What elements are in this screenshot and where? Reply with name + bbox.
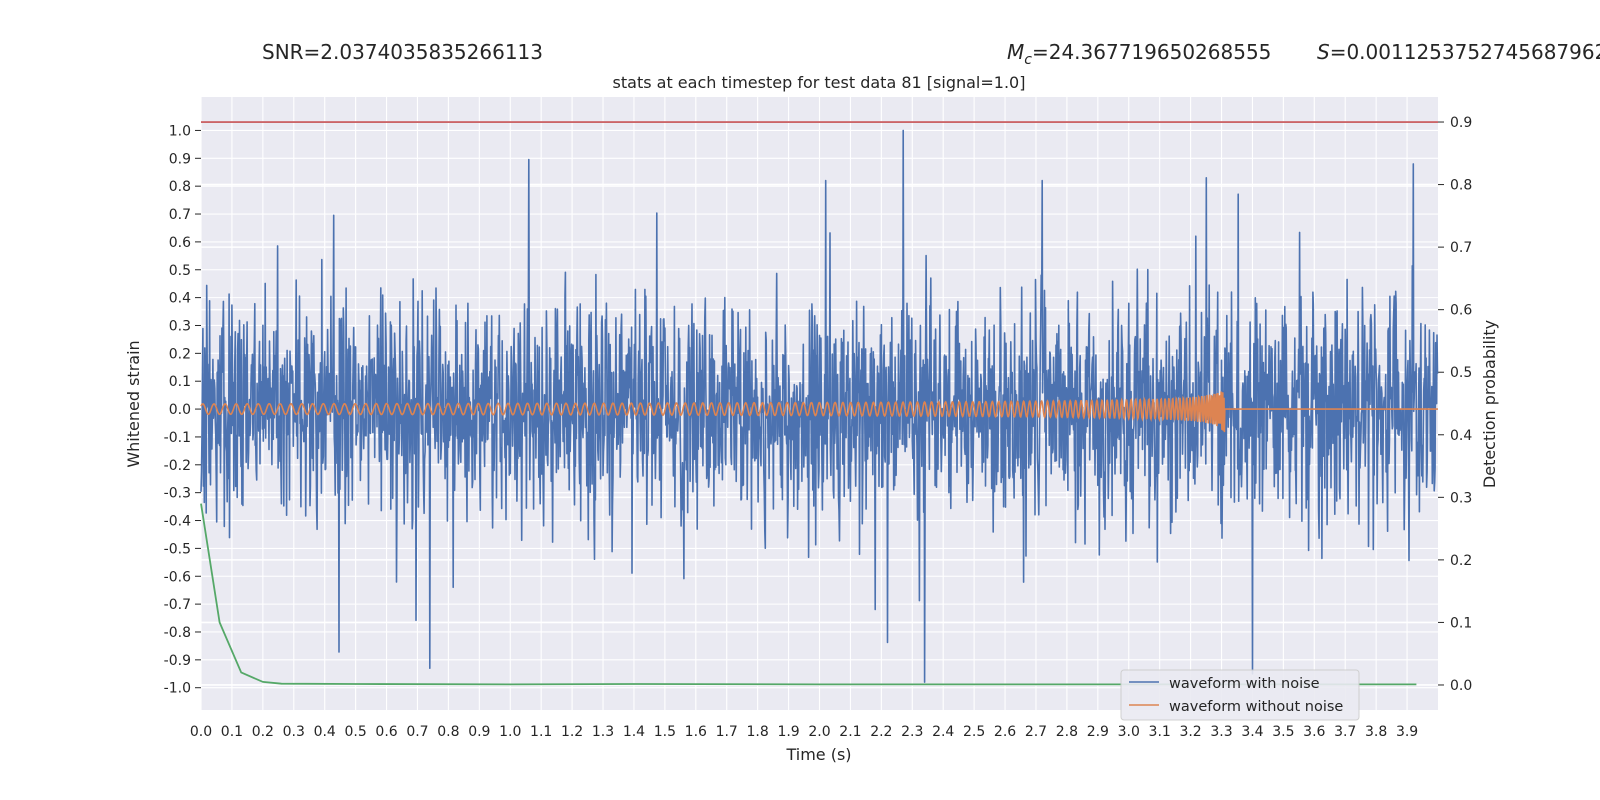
x-tick-label: 1.9 (777, 724, 799, 740)
y-tick-label: 0.8 (169, 179, 191, 195)
x-tick-label: 0.5 (344, 724, 366, 740)
x-tick-label: 3.6 (1303, 724, 1325, 740)
x-tick-label: 2.1 (839, 724, 861, 740)
y-tick-label: -0.4 (164, 514, 191, 530)
x-tick-label: 3.0 (1118, 724, 1140, 740)
y2-tick-label: 0.3 (1450, 490, 1472, 506)
x-tick-label: 3.5 (1272, 724, 1294, 740)
x-tick-label: 1.3 (592, 724, 614, 740)
x-tick-label: 3.2 (1179, 724, 1201, 740)
legend-box (1120, 669, 1360, 721)
y-tick-label: 0.5 (169, 263, 191, 279)
series-detection-probability (200, 503, 1417, 686)
y-tick-label: 0.2 (169, 346, 191, 362)
tick-labels: 0.0 0.1 0.2 0.3 0.4 0.5 0.6 0.7 0.8 0.9 1.0 1.1 1.2 1… (164, 115, 1473, 740)
y-tick-label: 0.6 (169, 235, 191, 251)
spin-readout: S=0.0011253752745687962 (1317, 40, 1600, 64)
x-tick-label: 1.7 (716, 724, 738, 740)
legend-label-clean: waveform without noise (1169, 699, 1343, 715)
x-tick-label: 3.7 (1334, 724, 1356, 740)
x-tick-label: 2.6 (994, 724, 1016, 740)
x-tick-label: 0.0 (190, 724, 212, 740)
y2-tick-label: 0.1 (1450, 615, 1472, 631)
x-tick-label: 2.0 (808, 724, 830, 740)
y-tick-label: 0.0 (169, 402, 191, 418)
y-tick-label: -0.2 (164, 458, 191, 474)
x-tick-label: 2.5 (963, 724, 985, 740)
x-tick-label: 0.1 (221, 724, 243, 740)
x-tick-label: 2.4 (932, 724, 954, 740)
y2-tick-label: 0.6 (1450, 303, 1472, 319)
x-tick-label: 1.2 (561, 724, 583, 740)
x-tick-label: 3.8 (1365, 724, 1387, 740)
y-tick-label: 0.4 (169, 291, 191, 307)
y-tick-label: -0.9 (164, 653, 191, 669)
plot-series (200, 121, 1439, 686)
x-tick-label: 3.9 (1396, 724, 1418, 740)
y-tick-label: 1.0 (169, 123, 191, 139)
x-tick-label: 0.7 (406, 724, 428, 740)
y-tick-label: -0.1 (164, 430, 191, 446)
x-tick-label: 1.0 (499, 724, 521, 740)
y-tick-label: -0.8 (164, 625, 191, 641)
y-tick-label: -0.6 (164, 569, 191, 585)
x-tick-label: 1.4 (623, 724, 645, 740)
y2-tick-label: 0.5 (1450, 365, 1472, 381)
x-axis-label: Time (s) (785, 745, 851, 764)
x-tick-label: 1.1 (530, 724, 552, 740)
x-tick-label: 2.2 (870, 724, 892, 740)
chart-title: stats at each timestep for test data 81 … (613, 73, 1026, 92)
x-tick-label: 1.5 (654, 724, 676, 740)
chirp-mass-readout: Mc=24.367719650268555 (1007, 40, 1272, 68)
y2-tick-label: 0.7 (1450, 240, 1472, 256)
legend: waveform with noise waveform without noi… (1120, 669, 1360, 721)
y2-tick-label: 0.4 (1450, 428, 1472, 444)
x-tick-label: 2.3 (901, 724, 923, 740)
x-tick-label: 1.8 (747, 724, 769, 740)
y-tick-label: -1.0 (164, 681, 191, 697)
y-tick-label: 0.3 (169, 318, 191, 334)
x-tick-label: 3.1 (1149, 724, 1171, 740)
x-tick-label: 2.8 (1056, 724, 1078, 740)
y2-tick-label: 0.8 (1450, 178, 1472, 194)
snr-readout: SNR=2.0374035835266113 (262, 40, 543, 64)
x-tick-label: 0.6 (375, 724, 397, 740)
x-tick-label: 2.9 (1087, 724, 1109, 740)
x-tick-label: 3.4 (1241, 724, 1263, 740)
y-tick-label: 0.9 (169, 151, 191, 167)
y-axis-label: Whitened strain (124, 340, 143, 467)
legend-label-noise: waveform with noise (1169, 676, 1320, 692)
x-tick-label: 2.7 (1025, 724, 1047, 740)
y2-tick-label: 0.2 (1450, 553, 1472, 569)
y-tick-label: 0.1 (169, 374, 191, 390)
y2-axis-label: Detection probability (1480, 320, 1499, 488)
series-clean-waveform (200, 391, 1438, 433)
y2-tick-label: 0.0 (1450, 678, 1472, 694)
x-tick-label: 0.8 (437, 724, 459, 740)
x-tick-label: 0.9 (468, 724, 490, 740)
y-tick-label: -0.3 (164, 486, 191, 502)
x-tick-label: 0.4 (314, 724, 336, 740)
x-tick-label: 1.6 (685, 724, 707, 740)
x-tick-label: 3.3 (1210, 724, 1232, 740)
x-tick-label: 0.3 (283, 724, 305, 740)
x-tick-label: 0.2 (252, 724, 274, 740)
y2-tick-label: 0.9 (1450, 115, 1472, 131)
y-tick-label: 0.7 (169, 207, 191, 223)
y-tick-label: -0.7 (164, 597, 191, 613)
y-tick-label: -0.5 (164, 541, 191, 557)
